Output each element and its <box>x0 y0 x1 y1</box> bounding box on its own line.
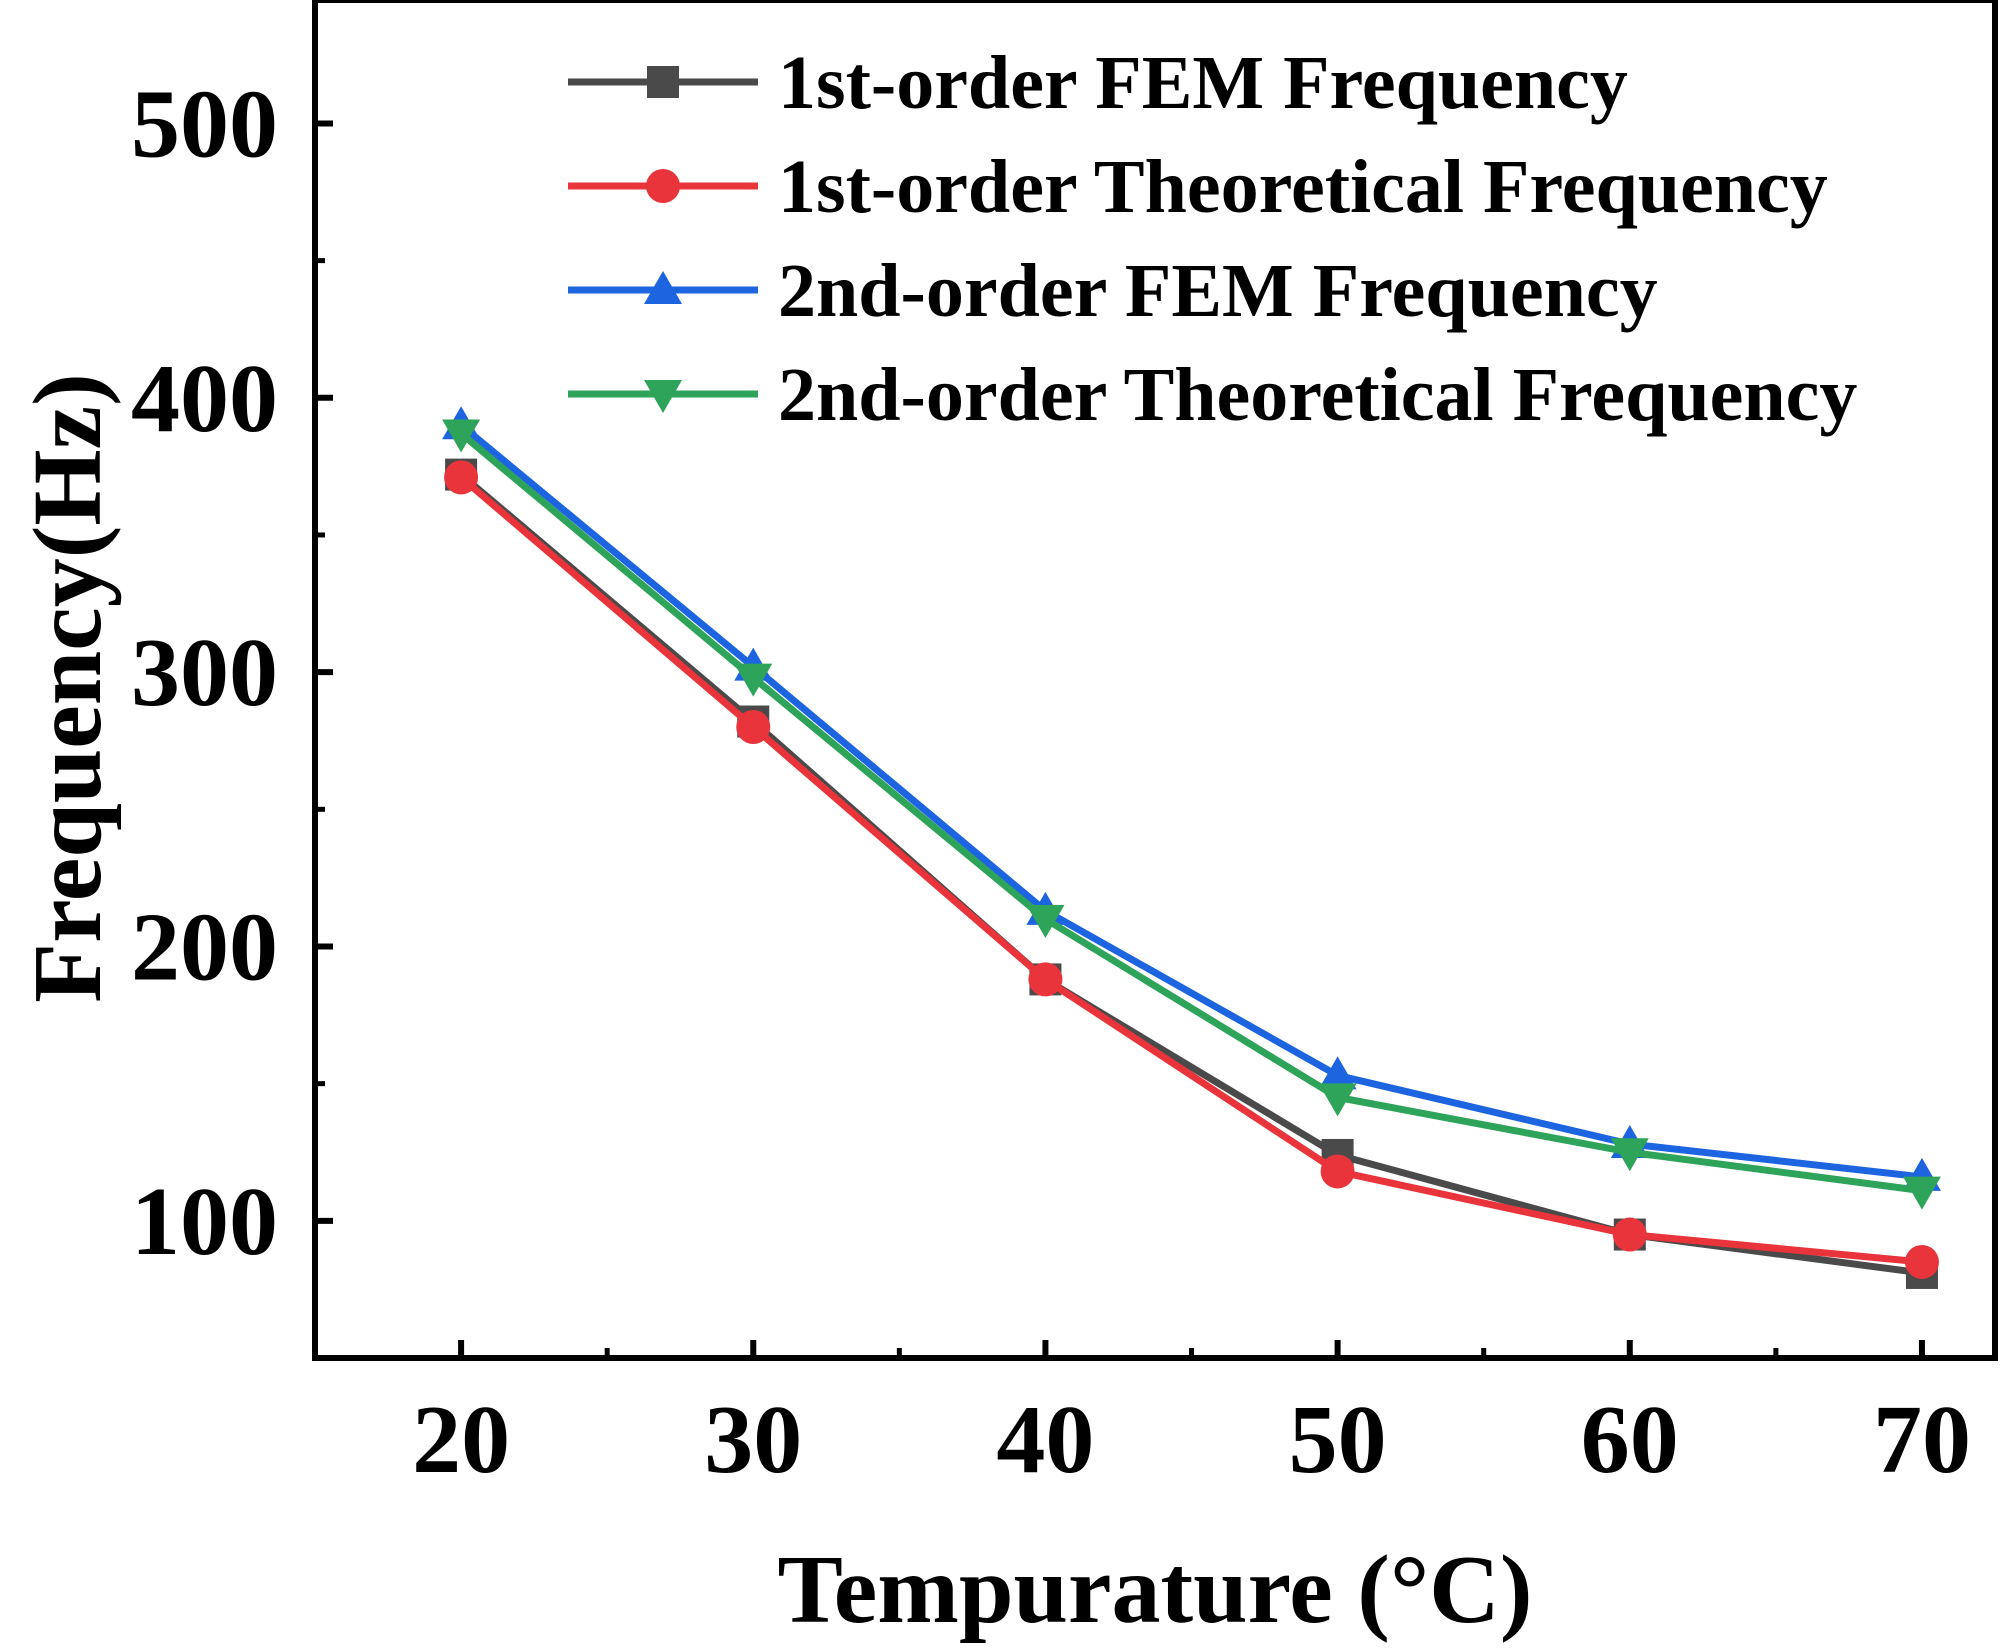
x-tick-label-70: 70 <box>1873 1386 1971 1494</box>
x-tick-label-60: 60 <box>1581 1386 1679 1494</box>
legend-label: 2nd-order Theoretical Frequency <box>778 353 1857 437</box>
legend-swatch-marker <box>644 271 682 304</box>
x-tick-label-30: 30 <box>704 1386 802 1494</box>
data-point <box>1318 1056 1357 1090</box>
axis-ticks <box>315 120 1925 1358</box>
series-4 <box>442 419 1941 1210</box>
x-tick-label-40: 40 <box>996 1386 1094 1494</box>
data-point <box>1318 1083 1357 1117</box>
data-point <box>442 419 481 453</box>
data-point <box>1028 962 1063 997</box>
legend: 1st-order FEM Frequency 1st-order Theoret… <box>568 41 1857 437</box>
legend-swatch-marker <box>644 380 682 413</box>
y-tick-label-500: 500 <box>131 70 278 178</box>
legend-item: 1st-order FEM Frequency <box>568 41 1628 125</box>
tick-labels: 20 30 40 50 60 70 100 200 300 400 500 <box>131 70 1971 1494</box>
y-tick-label-400: 400 <box>131 345 278 453</box>
data-point <box>1902 1176 1941 1210</box>
plot-frame <box>312 0 1998 1361</box>
data-point <box>1610 1138 1649 1172</box>
y-tick-label-200: 200 <box>131 893 278 1001</box>
y-tick-label-300: 300 <box>131 619 278 727</box>
data-point <box>736 710 771 745</box>
legend-label: 1st-order Theoretical Frequency <box>778 145 1828 229</box>
y-axis-title: Frequency(Hz) <box>14 373 122 1003</box>
x-tick-label-50: 50 <box>1289 1386 1387 1494</box>
data-point <box>734 663 773 697</box>
legend-item: 1st-order Theoretical Frequency <box>568 145 1828 229</box>
data-point <box>1320 1154 1355 1189</box>
legend-item: 2nd-order Theoretical Frequency <box>568 353 1857 437</box>
data-point <box>1026 905 1065 939</box>
legend-label: 1st-order FEM Frequency <box>778 41 1628 125</box>
data-point <box>444 460 479 495</box>
data-point <box>1904 1244 1939 1279</box>
plot-series <box>442 406 1941 1289</box>
y-tick-label-100: 100 <box>131 1168 278 1276</box>
series-line-4 <box>457 429 1926 1195</box>
legend-swatch-marker <box>647 66 679 98</box>
data-point <box>1612 1217 1647 1252</box>
legend-label: 2nd-order FEM Frequency <box>778 249 1658 333</box>
legend-swatch-marker <box>646 169 680 203</box>
x-tick-label-20: 20 <box>412 1386 510 1494</box>
series-2 <box>444 460 1939 1279</box>
series-line-3 <box>457 421 1926 1181</box>
series-line-2 <box>457 473 1926 1266</box>
x-axis-title: Tempurature (°C) <box>777 1536 1532 1644</box>
legend-item: 2nd-order FEM Frequency <box>568 249 1658 333</box>
